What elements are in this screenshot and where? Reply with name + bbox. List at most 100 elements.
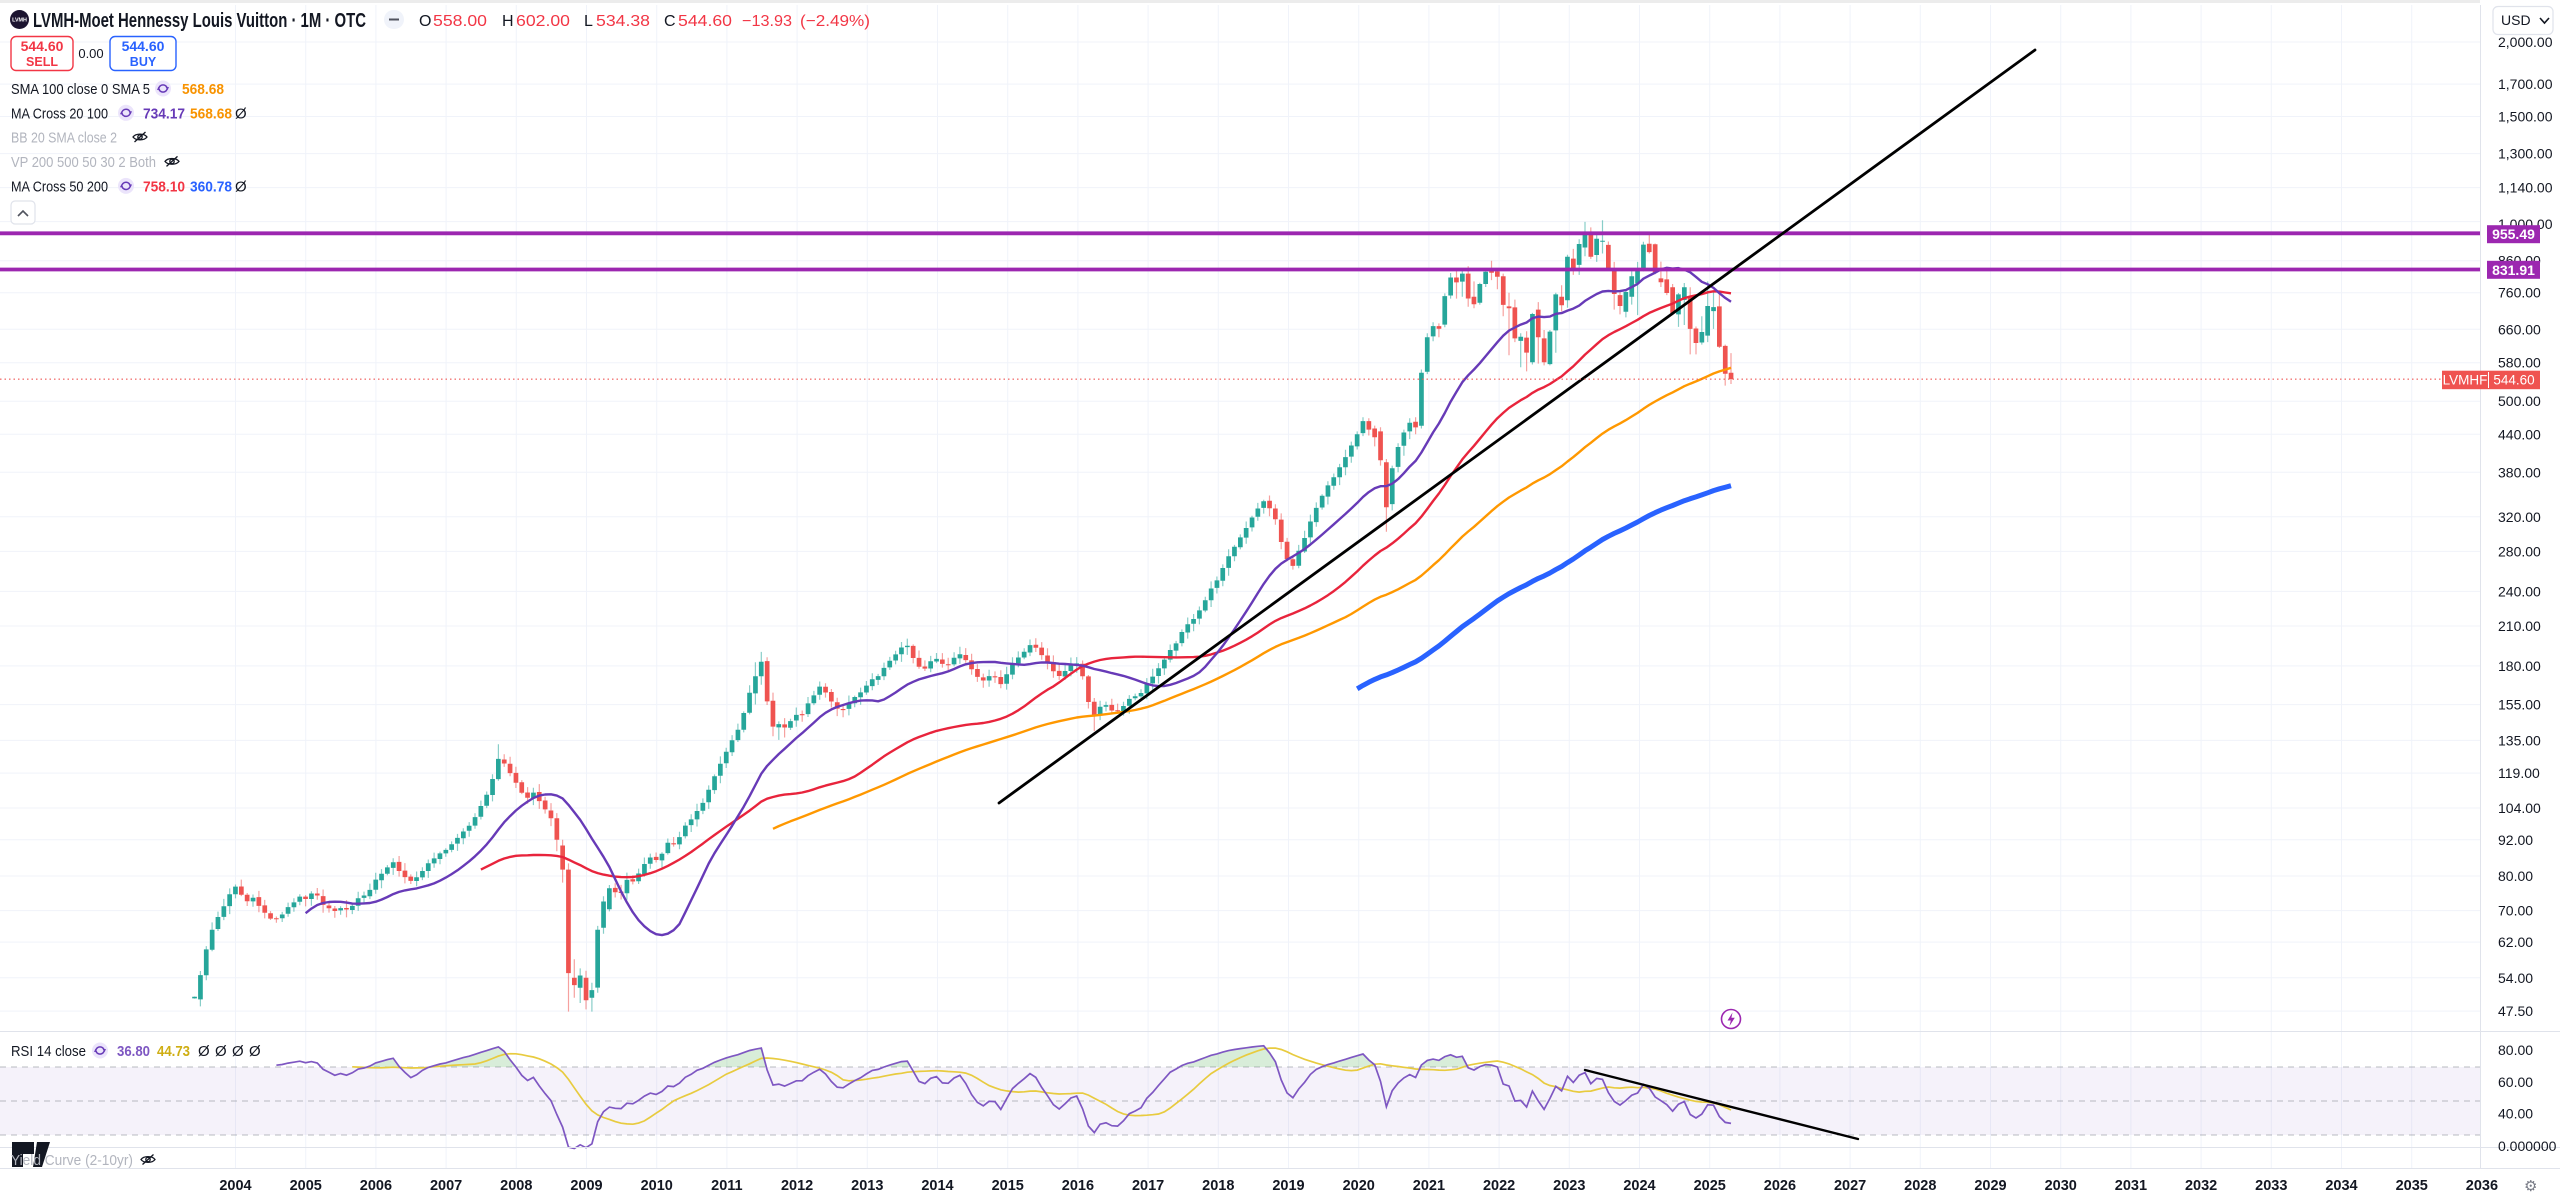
svg-text:62.00: 62.00 xyxy=(2498,934,2533,950)
svg-text:2010: 2010 xyxy=(641,1178,673,1194)
svg-text:2018: 2018 xyxy=(1202,1178,1234,1194)
svg-text:2025: 2025 xyxy=(1694,1178,1726,1194)
svg-text:80.00: 80.00 xyxy=(2498,868,2533,884)
svg-text:80.00: 80.00 xyxy=(2498,1042,2533,1058)
svg-text:C: C xyxy=(664,13,676,30)
svg-text:734.17: 734.17 xyxy=(143,105,185,122)
svg-text:558.00: 558.00 xyxy=(433,13,487,30)
svg-text:2032: 2032 xyxy=(2185,1178,2217,1194)
svg-text:2020: 2020 xyxy=(1343,1178,1375,1194)
svg-text:1,500.00: 1,500.00 xyxy=(2498,109,2553,125)
svg-text:36.80: 36.80 xyxy=(117,1043,150,1060)
svg-text:MA Cross 50 200: MA Cross 50 200 xyxy=(11,178,108,195)
svg-text:568.68: 568.68 xyxy=(182,81,224,98)
svg-text:2026: 2026 xyxy=(1764,1178,1796,1194)
svg-text:LVMH: LVMH xyxy=(12,18,27,24)
svg-text:2,000.00: 2,000.00 xyxy=(2498,34,2553,50)
svg-text:70.00: 70.00 xyxy=(2498,903,2533,919)
svg-text:Ø: Ø xyxy=(235,178,247,195)
svg-text:534.38: 534.38 xyxy=(596,13,650,30)
svg-text:O: O xyxy=(419,13,431,30)
svg-text:568.68: 568.68 xyxy=(190,105,232,122)
svg-text:SMA 100 close 0 SMA 5: SMA 100 close 0 SMA 5 xyxy=(11,81,150,98)
svg-text:Ø: Ø xyxy=(198,1043,210,1060)
svg-text:2011: 2011 xyxy=(711,1178,742,1194)
svg-text:2006: 2006 xyxy=(360,1178,392,1194)
svg-text:2004: 2004 xyxy=(219,1178,251,1194)
svg-text:Ø: Ø xyxy=(232,1043,244,1060)
svg-text:92.00: 92.00 xyxy=(2498,832,2533,848)
svg-text:H: H xyxy=(502,13,514,30)
svg-text:280.00: 280.00 xyxy=(2498,543,2541,559)
svg-text:Ø: Ø xyxy=(215,1043,227,1060)
svg-text:USD: USD xyxy=(2501,12,2531,28)
svg-text:2007: 2007 xyxy=(430,1178,462,1194)
svg-text:760.00: 760.00 xyxy=(2498,285,2541,301)
svg-text:2015: 2015 xyxy=(992,1178,1024,1194)
svg-text:2017: 2017 xyxy=(1132,1178,1164,1194)
svg-text:BB 20 SMA close 2: BB 20 SMA close 2 xyxy=(11,130,117,147)
svg-text:320.00: 320.00 xyxy=(2498,509,2541,525)
svg-text:500.00: 500.00 xyxy=(2498,393,2541,409)
svg-text:BUY: BUY xyxy=(130,55,157,69)
svg-text:LVMHF: LVMHF xyxy=(2443,373,2488,388)
svg-text:L: L xyxy=(584,13,593,30)
svg-text:0.000000: 0.000000 xyxy=(2498,1138,2557,1154)
svg-text:2033: 2033 xyxy=(2255,1178,2287,1194)
svg-text:2021: 2021 xyxy=(1413,1178,1445,1194)
svg-text:2036: 2036 xyxy=(2466,1178,2498,1194)
svg-text:40.00: 40.00 xyxy=(2498,1106,2533,1122)
svg-text:210.00: 210.00 xyxy=(2498,618,2541,634)
svg-text:104.00: 104.00 xyxy=(2498,800,2541,816)
svg-text:VP 200 500 50 30 2 Both: VP 200 500 50 30 2 Both xyxy=(11,154,156,171)
svg-text:2014: 2014 xyxy=(921,1178,953,1194)
svg-text:240.00: 240.00 xyxy=(2498,583,2541,599)
svg-text:44.73: 44.73 xyxy=(157,1043,190,1060)
svg-text:MA Cross 20 100: MA Cross 20 100 xyxy=(11,105,108,122)
svg-text:1,140.00: 1,140.00 xyxy=(2498,180,2553,196)
svg-text:2012: 2012 xyxy=(781,1178,813,1194)
svg-text:758.10: 758.10 xyxy=(143,178,185,195)
svg-text:SELL: SELL xyxy=(26,55,58,69)
svg-text:440.00: 440.00 xyxy=(2498,426,2541,442)
svg-text:544.60: 544.60 xyxy=(21,38,64,54)
svg-text:135.00: 135.00 xyxy=(2498,732,2541,748)
svg-text:⚙: ⚙ xyxy=(2524,1178,2537,1195)
svg-text:47.50: 47.50 xyxy=(2498,1003,2533,1019)
svg-text:Yield Curve (2-10yr): Yield Curve (2-10yr) xyxy=(11,1152,133,1169)
svg-text:544.60: 544.60 xyxy=(2493,373,2534,388)
svg-text:1,300.00: 1,300.00 xyxy=(2498,146,2553,162)
svg-text:544.60: 544.60 xyxy=(678,13,732,30)
svg-text:360.78: 360.78 xyxy=(190,178,232,195)
svg-text:2022: 2022 xyxy=(1483,1178,1515,1194)
svg-text:LVMH-Moet Hennessy Louis Vuitt: LVMH-Moet Hennessy Louis Vuitton · 1M · … xyxy=(33,10,366,32)
svg-text:2019: 2019 xyxy=(1272,1178,1304,1194)
svg-text:2034: 2034 xyxy=(2325,1178,2357,1194)
svg-text:602.00: 602.00 xyxy=(516,13,570,30)
svg-text:831.91: 831.91 xyxy=(2492,262,2535,278)
svg-text:155.00: 155.00 xyxy=(2498,697,2541,713)
svg-text:2030: 2030 xyxy=(2045,1178,2077,1194)
svg-text:2024: 2024 xyxy=(1623,1178,1655,1194)
svg-text:60.00: 60.00 xyxy=(2498,1074,2533,1090)
svg-text:2016: 2016 xyxy=(1062,1178,1094,1194)
svg-text:−13.93: −13.93 xyxy=(742,13,792,30)
svg-text:(−2.49%): (−2.49%) xyxy=(800,13,870,30)
svg-text:1,700.00: 1,700.00 xyxy=(2498,76,2553,92)
svg-text:54.00: 54.00 xyxy=(2498,970,2533,986)
svg-text:2027: 2027 xyxy=(1834,1178,1866,1194)
svg-text:2013: 2013 xyxy=(851,1178,883,1194)
svg-text:380.00: 380.00 xyxy=(2498,464,2541,480)
svg-text:0.00: 0.00 xyxy=(78,46,103,61)
svg-text:2005: 2005 xyxy=(290,1178,322,1194)
svg-text:660.00: 660.00 xyxy=(2498,321,2541,337)
svg-text:119.00: 119.00 xyxy=(2498,765,2540,781)
svg-text:2031: 2031 xyxy=(2115,1178,2147,1194)
svg-text:955.49: 955.49 xyxy=(2492,226,2535,242)
svg-text:580.00: 580.00 xyxy=(2498,355,2541,371)
svg-text:2023: 2023 xyxy=(1553,1178,1585,1194)
svg-text:Ø: Ø xyxy=(235,105,247,122)
svg-text:2028: 2028 xyxy=(1904,1178,1936,1194)
svg-text:2035: 2035 xyxy=(2396,1178,2428,1194)
svg-text:Ø: Ø xyxy=(249,1043,261,1060)
